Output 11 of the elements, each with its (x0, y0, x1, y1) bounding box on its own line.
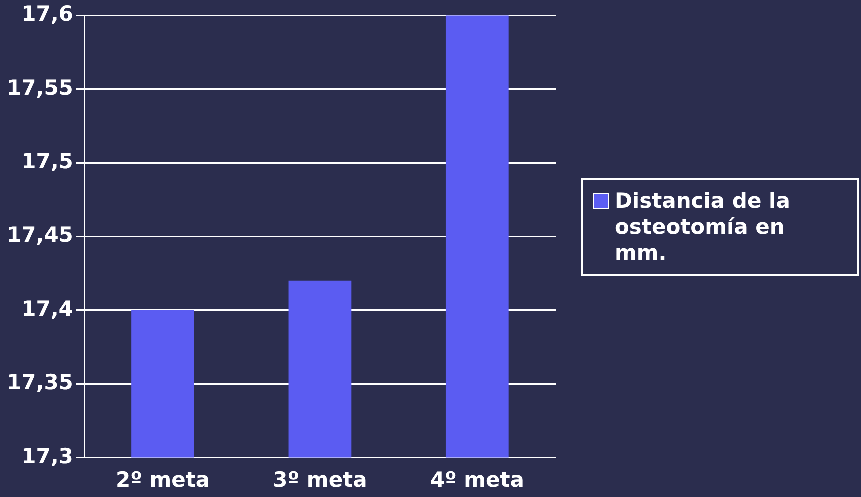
x-tick-label: 3º meta (273, 468, 368, 492)
x-tick-label: 2º meta (116, 468, 210, 492)
y-tick-label: 17,4 (22, 296, 74, 321)
y-tick-label: 17,6 (22, 2, 74, 26)
y-tick-label: 17,35 (6, 370, 74, 395)
x-tick-label: 4º meta (430, 468, 524, 492)
legend-label: Distancia de la osteotomía en mm. (615, 188, 792, 266)
y-tick-label: 17,55 (6, 76, 74, 100)
y-tick-label: 17,3 (22, 444, 74, 468)
y-tick-label: 17,45 (6, 223, 74, 248)
y-tick-label: 17,5 (22, 149, 74, 174)
